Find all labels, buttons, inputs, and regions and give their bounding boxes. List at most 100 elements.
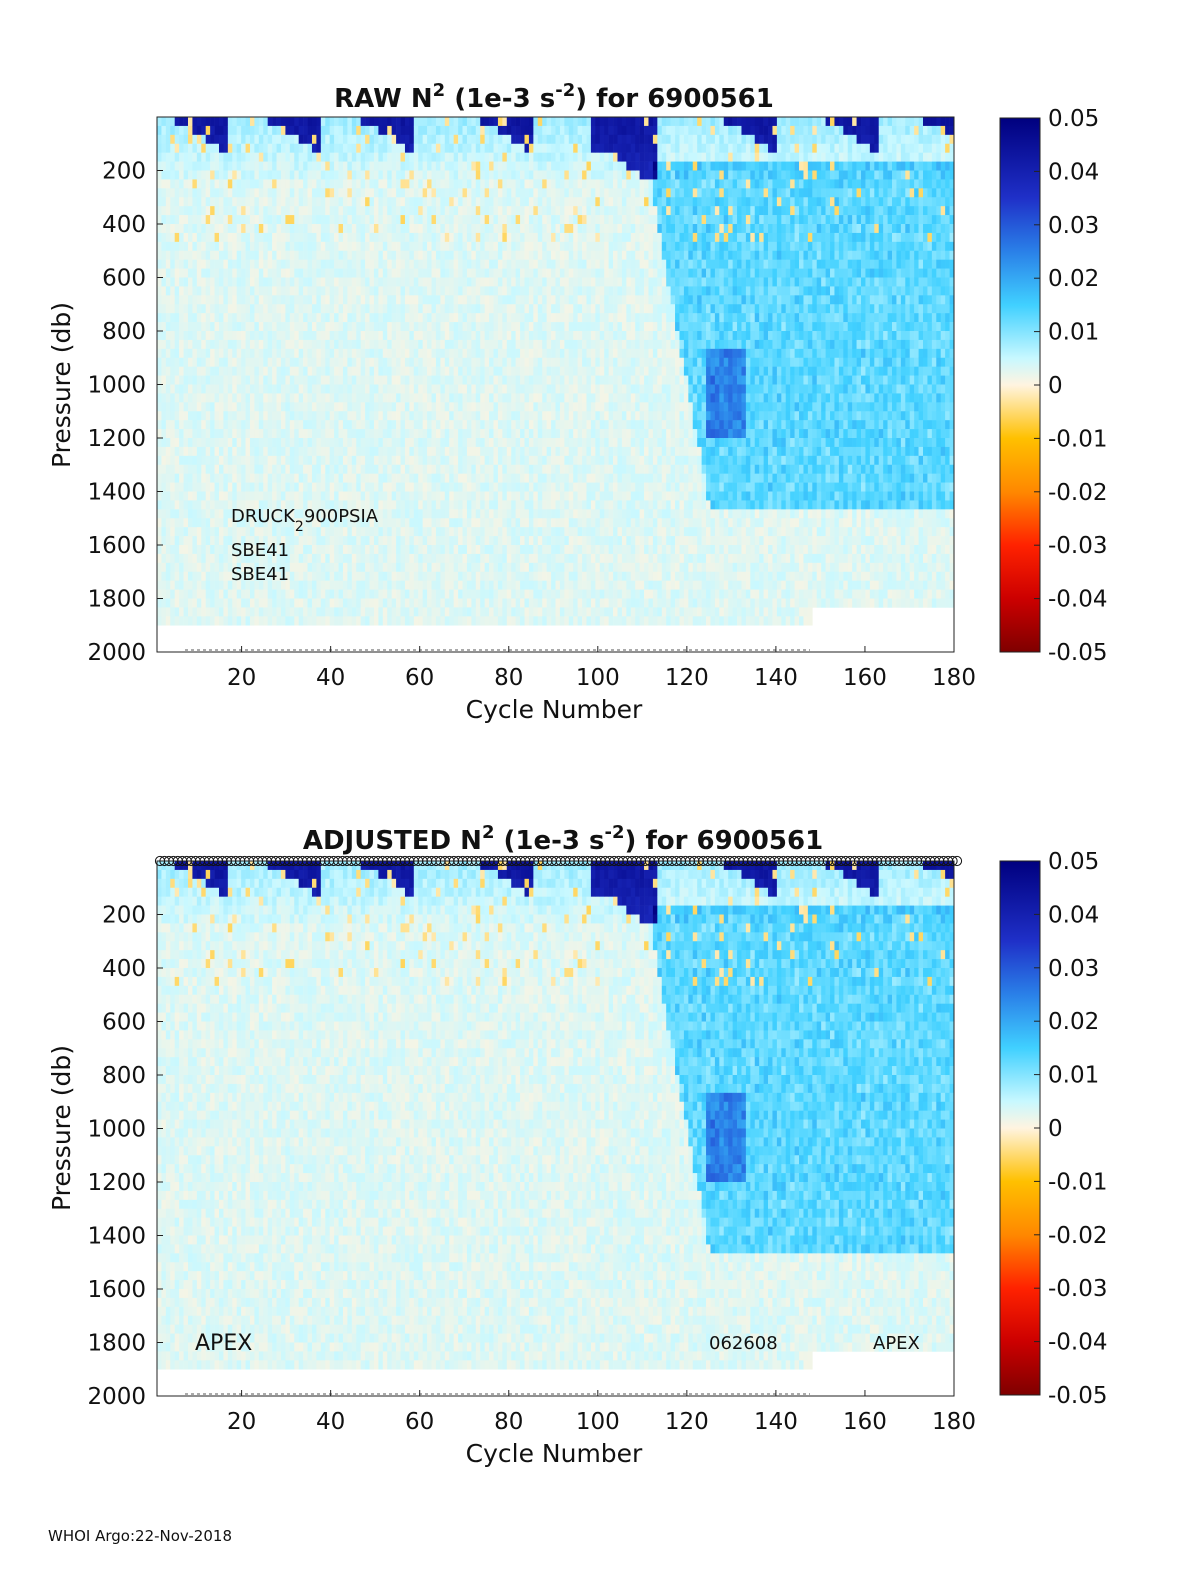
heatmap-cell — [422, 241, 428, 252]
heatmap-cell — [174, 491, 180, 501]
heatmap-cell — [542, 134, 547, 145]
heatmap-cell — [329, 384, 335, 394]
heatmap-cell — [192, 473, 198, 483]
heatmap-cell — [493, 348, 499, 359]
heatmap-cell — [427, 331, 432, 341]
heatmap-cell — [258, 188, 264, 198]
heatmap-cell — [533, 375, 539, 385]
heatmap-cell — [258, 348, 264, 359]
heatmap-cell — [462, 420, 468, 430]
heatmap-cell — [289, 277, 295, 287]
heatmap-cell — [161, 117, 167, 127]
heatmap-cell — [409, 331, 415, 341]
heatmap-cell — [542, 429, 547, 439]
heatmap-cell — [497, 313, 503, 323]
heatmap-cell — [378, 215, 384, 225]
heatmap-cell — [351, 206, 357, 216]
heatmap-cell — [267, 375, 273, 385]
heatmap-cell — [444, 206, 450, 216]
heatmap-cell — [360, 482, 366, 492]
heatmap-cell — [475, 117, 481, 127]
heatmap-cell — [320, 250, 326, 260]
heatmap-cell — [280, 420, 286, 430]
heatmap-cell — [214, 322, 220, 332]
heatmap-cell — [174, 197, 180, 207]
heatmap-cell — [391, 313, 397, 323]
heatmap-cell — [391, 598, 397, 608]
heatmap-cell — [427, 152, 432, 162]
heatmap-cell — [316, 259, 322, 269]
heatmap-cell — [249, 206, 255, 216]
heatmap-cell — [236, 446, 242, 457]
heatmap-cell — [289, 473, 295, 483]
heatmap-cell — [497, 402, 503, 412]
heatmap-cell — [440, 241, 446, 252]
heatmap-cell — [258, 179, 264, 189]
heatmap-cell — [183, 143, 189, 153]
heatmap-cell — [533, 331, 539, 341]
heatmap-cell — [528, 295, 534, 305]
heatmap-cell — [369, 286, 375, 296]
heatmap-cell — [307, 571, 313, 581]
heatmap-cell — [272, 215, 277, 225]
heatmap-cell — [320, 179, 326, 189]
heatmap-cell — [241, 152, 246, 162]
heatmap-cell — [192, 429, 198, 439]
heatmap-cell — [232, 331, 237, 341]
heatmap-cell — [413, 348, 419, 359]
heatmap-cell — [382, 553, 388, 564]
heatmap-cell — [174, 562, 180, 573]
heatmap-cell — [179, 331, 184, 341]
heatmap-cell — [537, 366, 543, 376]
heatmap-cell — [497, 161, 503, 171]
heatmap-cell — [245, 545, 251, 555]
heatmap-cell — [409, 339, 415, 350]
heatmap-cell — [489, 482, 494, 492]
heatmap-cell — [316, 117, 322, 127]
heatmap-cell — [444, 134, 450, 145]
heatmap-cell — [458, 277, 463, 287]
heatmap-cell — [272, 259, 277, 269]
heatmap-cell — [298, 348, 304, 359]
heatmap-cell — [373, 446, 379, 457]
heatmap-cell — [338, 304, 344, 314]
heatmap-cell — [214, 339, 220, 350]
heatmap-cell — [369, 197, 375, 207]
heatmap-cell — [179, 366, 184, 376]
heatmap-cell — [356, 277, 361, 287]
heatmap-cell — [347, 384, 353, 394]
heatmap-cell — [440, 322, 446, 332]
heatmap-cell — [351, 545, 357, 555]
heatmap-cell — [294, 170, 299, 180]
heatmap-cell — [400, 313, 406, 323]
heatmap-cell — [280, 322, 286, 332]
heatmap-cell — [506, 152, 512, 162]
heatmap-cell — [187, 322, 193, 332]
heatmap-cell — [418, 491, 423, 501]
heatmap-cell — [511, 491, 516, 501]
heatmap-cell — [254, 295, 260, 305]
heatmap-cell — [196, 473, 202, 483]
heatmap-cell — [515, 117, 521, 127]
heatmap-cell — [232, 384, 237, 394]
heatmap-cell — [218, 366, 224, 376]
heatmap-cell — [174, 188, 180, 198]
heatmap-cell — [382, 589, 388, 599]
heatmap-cell — [276, 607, 282, 617]
heatmap-cell — [537, 339, 543, 350]
heatmap-cell — [369, 482, 375, 492]
heatmap-cell — [524, 455, 530, 466]
heatmap-cell — [298, 589, 304, 599]
heatmap-cell — [258, 277, 264, 287]
heatmap-cell — [307, 134, 313, 145]
heatmap-cell — [427, 509, 432, 519]
heatmap-cell — [391, 232, 397, 243]
heatmap-cell — [378, 482, 384, 492]
heatmap-cell — [161, 357, 167, 367]
heatmap-cell — [214, 482, 220, 492]
heatmap-cell — [227, 411, 233, 421]
heatmap-cell — [382, 188, 388, 198]
heatmap-cell — [404, 331, 410, 341]
heatmap-cell — [165, 197, 171, 207]
heatmap-cell — [475, 143, 481, 153]
